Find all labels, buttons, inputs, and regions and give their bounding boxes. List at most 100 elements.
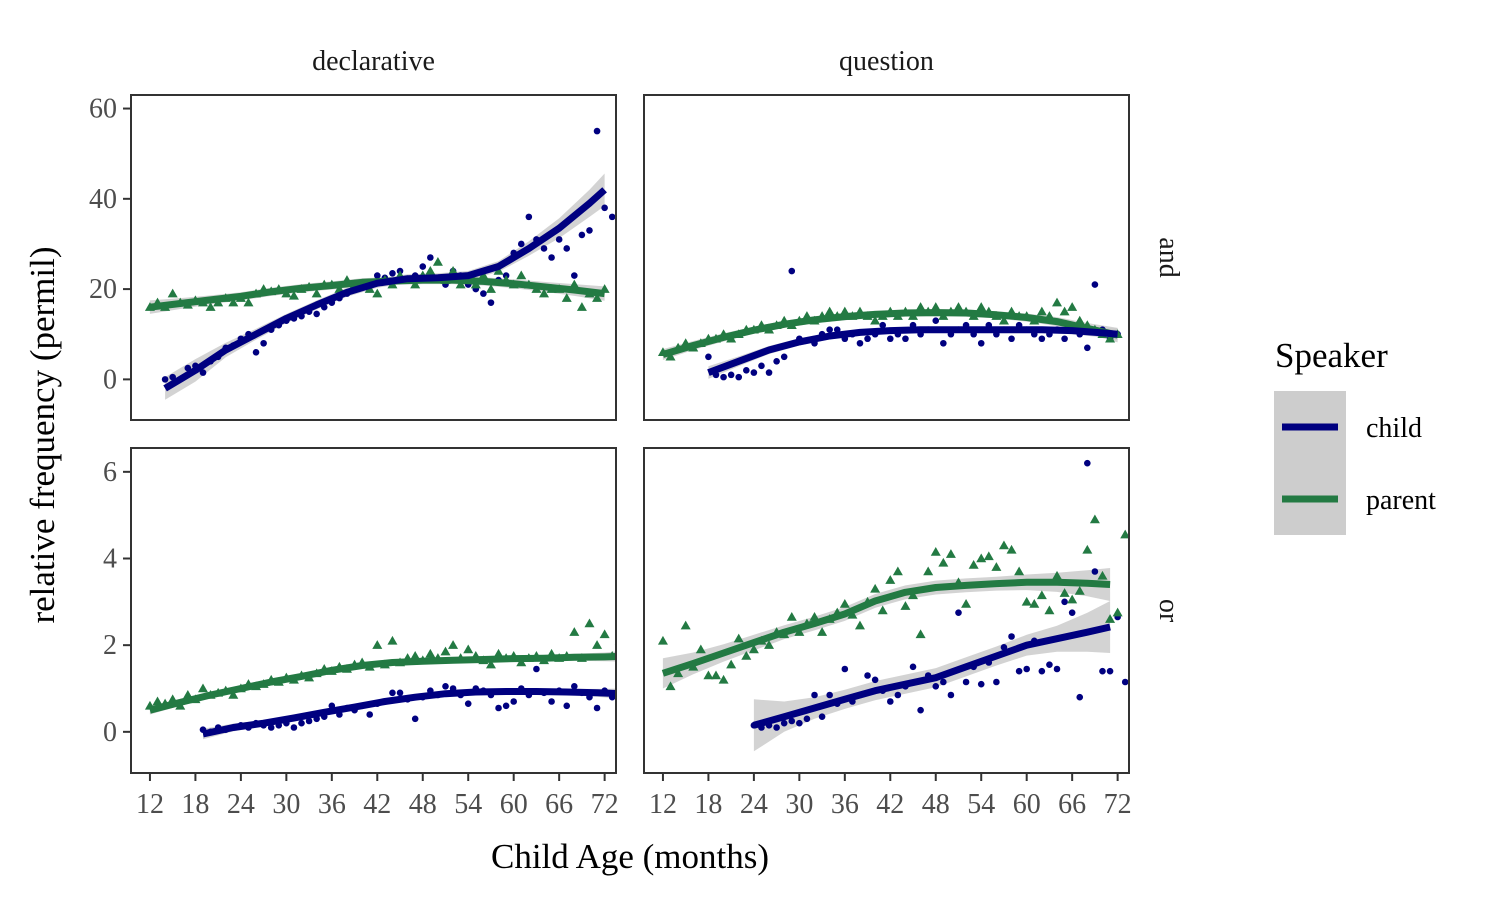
child-point	[517, 240, 525, 248]
parent-smooth-line	[661, 309, 1119, 358]
parent-point	[243, 297, 254, 307]
child-point	[464, 700, 472, 707]
x-tick-label: 36	[831, 789, 859, 820]
parent-point	[425, 266, 436, 275]
legend-title: Speaker	[1275, 336, 1388, 375]
child-point	[305, 717, 313, 725]
parent-point	[592, 640, 603, 649]
facet-strip-question: question	[839, 46, 934, 77]
child-point	[563, 702, 571, 710]
child-point	[864, 672, 871, 679]
child-point	[856, 339, 864, 347]
parent-smooth-line	[149, 653, 616, 714]
child-point	[1099, 667, 1106, 675]
child-point	[1091, 568, 1099, 575]
parent-point	[1014, 566, 1025, 576]
child-point	[993, 678, 1000, 686]
child-point	[826, 326, 833, 334]
legend-key-background	[1274, 391, 1346, 535]
child-point	[886, 698, 894, 705]
parent-point	[1089, 514, 1100, 524]
child-point	[909, 663, 917, 671]
child-point	[780, 353, 788, 361]
legend: Speaker child parent	[1274, 336, 1436, 535]
parent-point	[1036, 306, 1047, 316]
parent-point	[983, 551, 994, 561]
child-point	[1008, 335, 1015, 343]
child-smooth-line	[707, 326, 1118, 376]
parent-point	[870, 583, 881, 593]
x-tick-label: 54	[967, 789, 995, 820]
parent-point	[485, 659, 496, 669]
parent-point	[372, 288, 383, 298]
child-point	[879, 321, 887, 329]
panel-and-declarative	[144, 127, 616, 400]
parent-point	[425, 648, 436, 658]
parent-point	[945, 549, 956, 558]
x-tick-label: 54	[454, 789, 482, 820]
y-tick-label: 60	[89, 94, 117, 125]
parent-point	[885, 575, 896, 584]
parent-point	[718, 674, 729, 684]
parent-point	[657, 635, 668, 645]
child-point	[593, 127, 601, 135]
child-point	[267, 724, 275, 731]
child-point	[480, 290, 487, 297]
parent-point	[448, 640, 459, 649]
y-tick-label: 40	[89, 184, 117, 215]
child-point	[608, 213, 616, 221]
child-point	[199, 369, 207, 376]
y-tick-label: 20	[89, 274, 117, 305]
parent-point	[478, 270, 489, 280]
x-tick-label: 60	[500, 789, 528, 820]
facet-strip-declarative: declarative	[312, 46, 435, 77]
parent-point	[485, 284, 496, 293]
child-point	[977, 680, 985, 688]
child-point	[871, 676, 879, 684]
child-point	[548, 698, 555, 705]
parent-point	[1067, 594, 1078, 604]
child-point	[1000, 644, 1008, 651]
parent-point	[228, 690, 239, 699]
panel-or-question	[657, 459, 1129, 752]
parent-point	[673, 668, 684, 678]
child-point	[540, 245, 548, 252]
panel-border	[643, 447, 1130, 774]
parent-point	[938, 557, 949, 567]
parent-point	[1059, 306, 1070, 316]
parent-point	[1074, 315, 1085, 325]
child-point	[1121, 678, 1129, 686]
parent-point	[493, 266, 504, 275]
child-point	[1091, 281, 1099, 288]
child-point	[773, 358, 780, 365]
child-point	[1068, 609, 1076, 616]
facet-strip-and: and	[1153, 237, 1184, 277]
parent-point	[976, 302, 987, 311]
child-point	[743, 367, 750, 374]
child-point	[765, 369, 773, 376]
parent-point	[703, 670, 714, 680]
parent-point	[923, 566, 934, 576]
child-point	[184, 364, 192, 372]
child-point	[1023, 665, 1030, 673]
child-point	[796, 719, 803, 727]
parent-point	[877, 605, 888, 615]
y-tick-label: 6	[103, 457, 117, 488]
parent-point	[892, 566, 903, 576]
parent-point	[1112, 607, 1123, 617]
child-point	[750, 369, 758, 376]
parent-point	[410, 651, 421, 660]
parent-point	[1105, 614, 1116, 623]
x-tick-label: 12	[136, 789, 164, 820]
parent-point	[930, 302, 941, 311]
child-point	[396, 689, 404, 697]
parent-point	[839, 599, 850, 608]
x-tick-label: 24	[227, 789, 255, 820]
y-axis-label: relative frequency (permil)	[23, 246, 62, 623]
child-point	[977, 339, 985, 347]
y-tick-label: 0	[103, 364, 117, 395]
y-tick-label: 0	[103, 717, 117, 748]
child-point	[1053, 665, 1061, 673]
parent-point	[998, 315, 1009, 325]
